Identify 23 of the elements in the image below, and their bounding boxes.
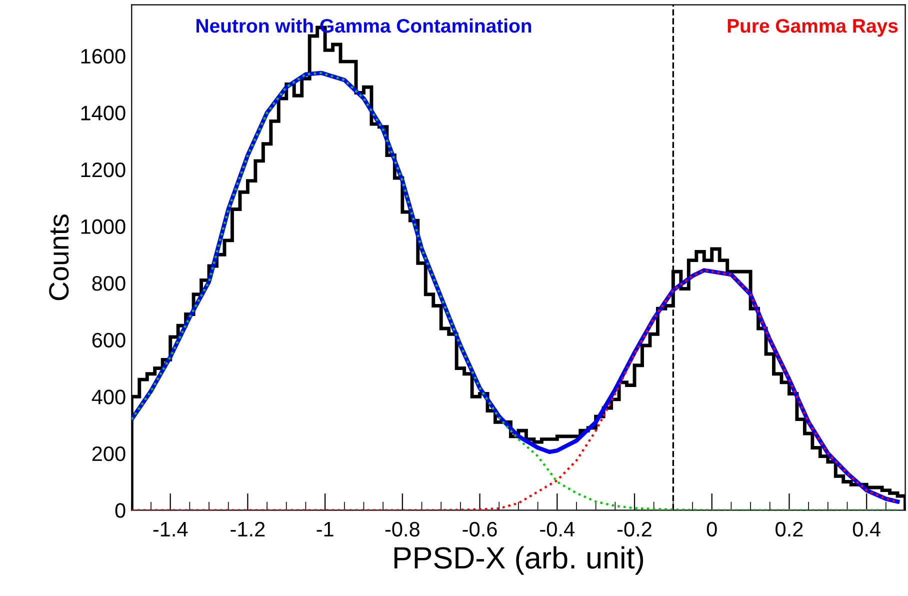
y-tick-label: 800 <box>92 276 126 291</box>
y-tick-label: 1400 <box>81 106 126 120</box>
y-tick-label: 600 <box>92 332 126 348</box>
x-tick-label: -1.4 <box>153 522 188 536</box>
y-tick-label: 1600 <box>81 48 126 64</box>
y-tick-label: 1200 <box>81 162 126 178</box>
x-tick-label: -0.2 <box>617 522 652 537</box>
annotation: Neutron with Gamma Contamination <box>196 18 532 33</box>
x-axis-title: PPSD-X (arb. unit) <box>394 546 644 575</box>
x-tick-label: -0.8 <box>385 522 420 537</box>
x-tick-label: 0.4 <box>852 522 880 537</box>
x-tick-label: 0 <box>706 522 717 537</box>
x-tick-label: -0.6 <box>462 522 497 537</box>
y-tick-label: 0 <box>115 503 126 518</box>
x-tick-label: 0.2 <box>776 522 803 537</box>
x-tick-label: -0.4 <box>540 522 574 537</box>
x-tick-label: -1 <box>316 522 334 536</box>
x-tick-label: -1.2 <box>230 522 265 536</box>
y-tick-label: 1000 <box>81 219 126 234</box>
y-tick-label: 200 <box>92 446 126 462</box>
annotation: Pure Gamma Rays <box>728 18 898 37</box>
y-tick-label: 400 <box>92 390 126 404</box>
y-axis-title: Counts <box>49 214 69 300</box>
